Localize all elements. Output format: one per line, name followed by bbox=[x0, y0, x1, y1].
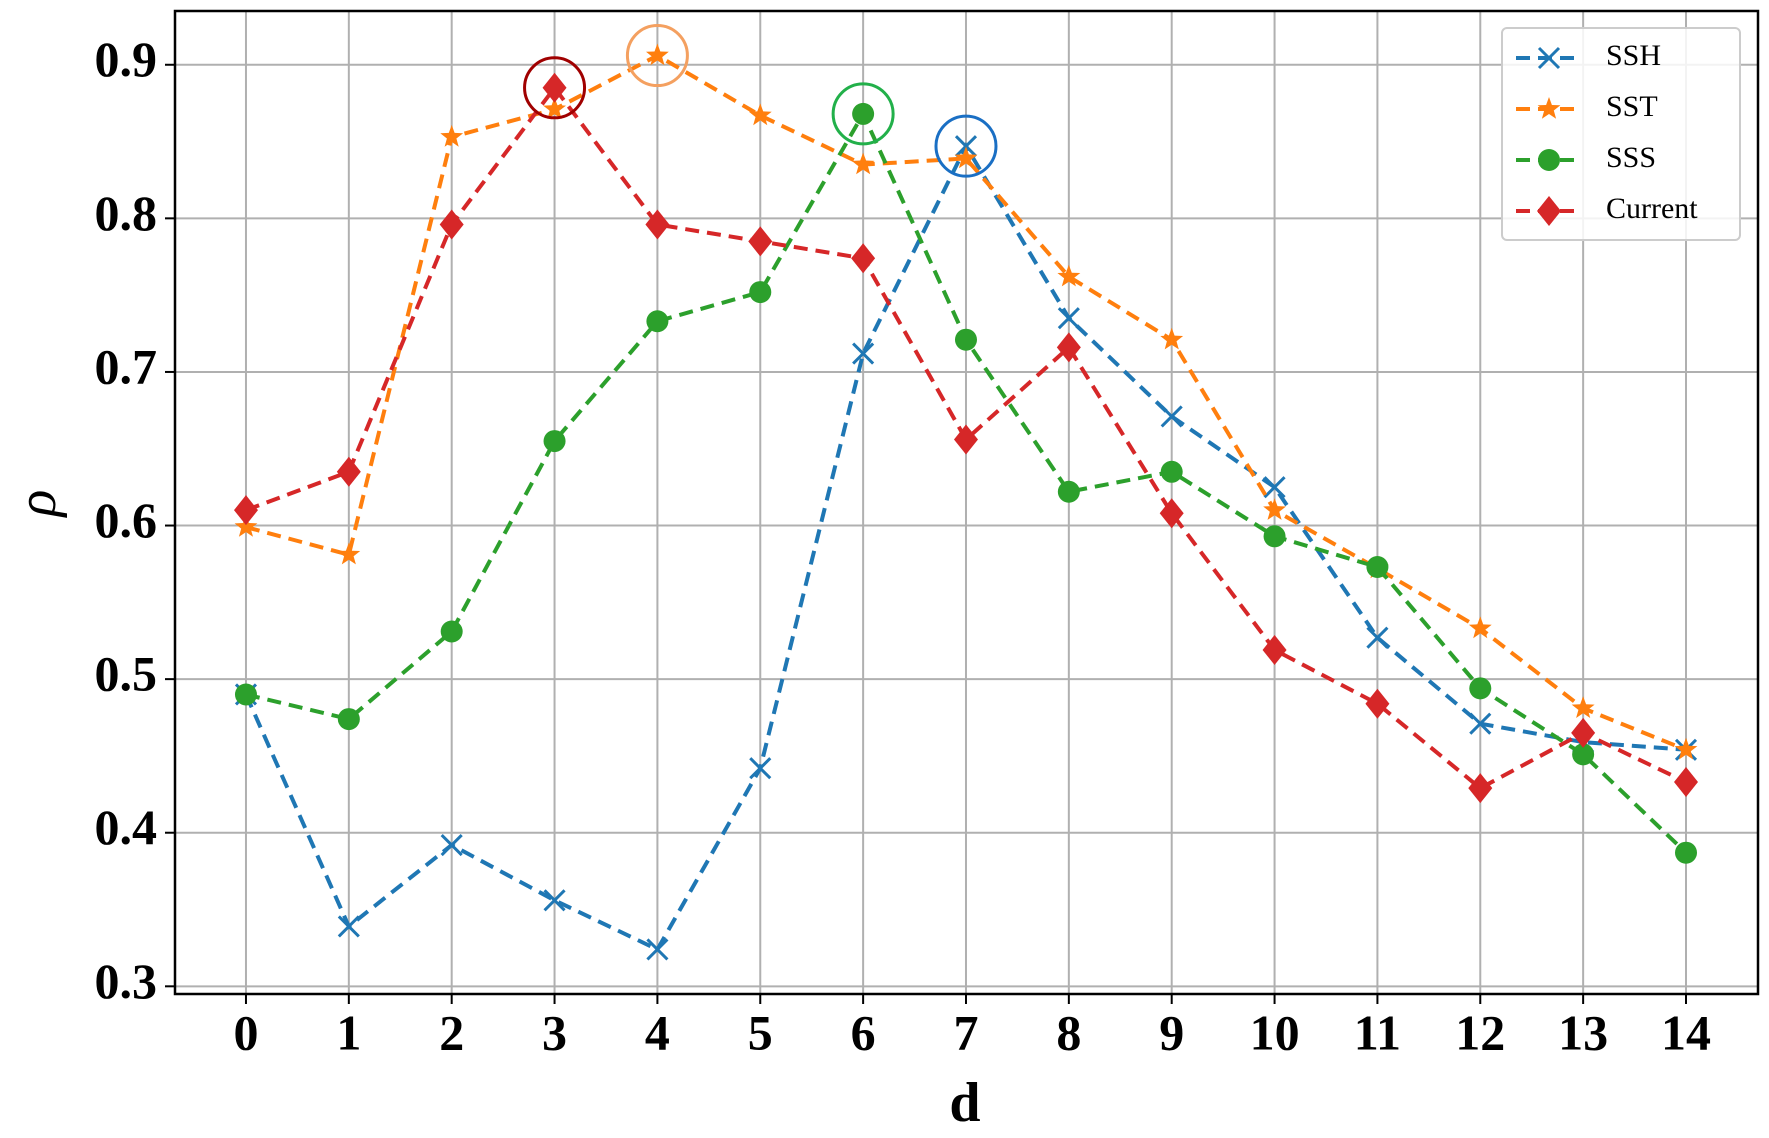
x-tick-label: 3 bbox=[542, 1004, 567, 1060]
data-point bbox=[1263, 525, 1286, 548]
y-axis-label: ρ bbox=[6, 490, 68, 519]
data-point bbox=[234, 515, 258, 537]
legend-label: SSS bbox=[1606, 141, 1656, 174]
data-point bbox=[749, 281, 772, 304]
legend-box bbox=[1501, 27, 1741, 241]
legend-label: Current bbox=[1606, 192, 1698, 225]
data-point bbox=[1674, 841, 1697, 864]
y-tick-label: 0.8 bbox=[95, 185, 158, 241]
data-point bbox=[954, 135, 978, 158]
data-point bbox=[439, 209, 464, 240]
x-tick-label: 10 bbox=[1250, 1004, 1300, 1060]
data-point bbox=[953, 424, 978, 455]
data-point bbox=[1366, 556, 1389, 579]
data-point bbox=[1469, 677, 1492, 700]
legend-marker bbox=[1537, 46, 1561, 70]
max-highlight bbox=[934, 114, 998, 178]
legend-marker bbox=[1538, 149, 1560, 171]
max-highlight bbox=[523, 56, 587, 120]
data-point bbox=[1160, 405, 1183, 428]
data-point bbox=[1262, 634, 1287, 665]
data-point bbox=[1057, 264, 1081, 287]
data-point bbox=[336, 456, 361, 487]
x-tick-label: 7 bbox=[953, 1004, 978, 1060]
data-point bbox=[1571, 717, 1596, 748]
data-point bbox=[852, 102, 875, 125]
data-point bbox=[748, 226, 773, 257]
data-point bbox=[1469, 712, 1492, 735]
data-point bbox=[851, 152, 875, 175]
max-highlight bbox=[831, 82, 895, 146]
y-tick-label: 0.7 bbox=[95, 338, 158, 394]
x-tick-label: 6 bbox=[851, 1004, 876, 1060]
data-point bbox=[954, 328, 977, 351]
data-point bbox=[234, 683, 257, 706]
legend-label: SSH bbox=[1606, 39, 1661, 72]
data-point bbox=[337, 708, 360, 731]
y-tick-label: 0.5 bbox=[95, 646, 158, 702]
data-point bbox=[954, 146, 978, 169]
x-tick-label: 0 bbox=[233, 1004, 258, 1060]
plot-frame bbox=[173, 9, 1760, 996]
data-point bbox=[646, 43, 669, 66]
x-tick-label: 14 bbox=[1661, 1004, 1711, 1060]
data-point bbox=[1057, 307, 1080, 330]
data-point bbox=[646, 938, 669, 961]
data-point bbox=[851, 243, 876, 274]
data-point bbox=[1160, 460, 1183, 483]
data-point bbox=[440, 833, 463, 857]
data-point bbox=[1263, 476, 1286, 499]
data-point bbox=[1057, 480, 1080, 503]
data-point bbox=[337, 542, 361, 565]
data-point bbox=[1365, 688, 1390, 719]
x-tick-label: 4 bbox=[645, 1004, 670, 1060]
legend-label: SST bbox=[1606, 90, 1658, 123]
x-tick-label: 5 bbox=[748, 1004, 773, 1060]
x-tick-label: 1 bbox=[336, 1004, 361, 1060]
data-point bbox=[1366, 626, 1389, 649]
x-tick-label: 9 bbox=[1159, 1004, 1184, 1060]
data-point bbox=[1160, 327, 1184, 350]
max-highlight bbox=[625, 24, 689, 88]
data-point bbox=[646, 310, 669, 333]
x-tick-label: 11 bbox=[1354, 1004, 1401, 1060]
x-tick-label: 8 bbox=[1056, 1004, 1081, 1060]
data-point bbox=[233, 495, 258, 526]
data-point bbox=[337, 915, 360, 938]
legend: SSH SST SSS Current bbox=[1501, 27, 1741, 241]
data-point bbox=[1468, 616, 1492, 639]
data-point bbox=[542, 72, 567, 103]
series-line bbox=[245, 53, 1687, 752]
data-point bbox=[440, 124, 464, 147]
data-point bbox=[749, 757, 772, 780]
legend-marker bbox=[1537, 196, 1561, 226]
data-point bbox=[1674, 737, 1698, 760]
y-tick-label: 0.4 bbox=[95, 799, 158, 855]
data-point bbox=[1056, 332, 1081, 363]
x-tick-label: 2 bbox=[439, 1004, 464, 1060]
data-point bbox=[543, 97, 566, 119]
x-tick-label: 12 bbox=[1455, 1004, 1505, 1060]
data-point bbox=[1263, 498, 1286, 520]
data-point bbox=[440, 620, 463, 643]
legend-marker bbox=[1537, 97, 1561, 119]
data-point bbox=[1673, 767, 1698, 798]
x-axis-label: d bbox=[949, 1072, 980, 1134]
data-point bbox=[852, 342, 875, 365]
data-point bbox=[1572, 743, 1595, 766]
y-tick-label: 0.6 bbox=[95, 492, 158, 548]
y-tick-label: 0.3 bbox=[95, 953, 158, 1009]
data-point bbox=[1571, 696, 1595, 718]
data-point bbox=[1159, 498, 1184, 529]
x-tick-label: 13 bbox=[1558, 1004, 1608, 1060]
y-tick-label: 0.9 bbox=[95, 31, 158, 87]
data-point bbox=[543, 889, 566, 912]
data-point bbox=[1468, 773, 1493, 804]
data-point bbox=[645, 209, 670, 240]
data-point bbox=[748, 103, 772, 126]
data-point bbox=[543, 430, 566, 453]
